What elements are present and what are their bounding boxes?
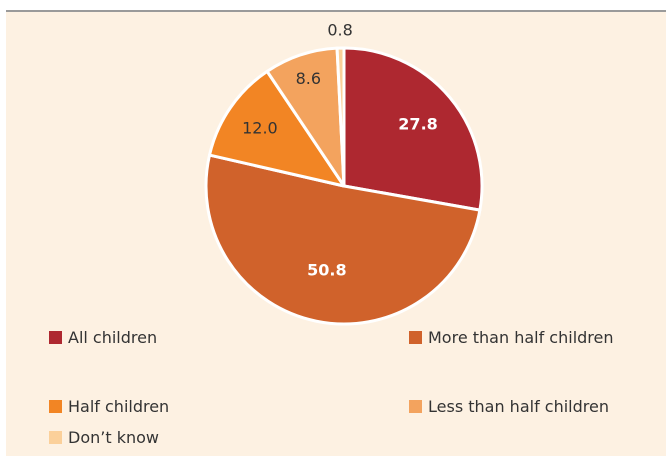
legend-swatch-dont-know <box>49 431 62 444</box>
legend-label-dont-know: Don’t know <box>68 428 159 447</box>
pie-slice-dont-know <box>335 46 346 188</box>
legend-item-less-than-half-children: Less than half children <box>409 397 609 416</box>
legend-label-all-children: All children <box>68 328 158 347</box>
legend-swatch-half-children <box>49 400 62 413</box>
legend-swatch-less-than-half-children <box>409 400 422 413</box>
data-label-less-than-half-children: 8.6 <box>296 69 321 88</box>
pie-slice-more-than-half-children <box>204 153 482 326</box>
legend-label-half-children: Half children <box>68 397 170 416</box>
data-label-dont-know: 0.8 <box>327 21 352 40</box>
pie-slice-all-children <box>342 46 484 212</box>
legend-label-less-than-half-children: Less than half children <box>428 397 609 416</box>
pie-slice-half-children <box>208 69 346 188</box>
data-label-more-than-half-children: 50.8 <box>307 260 346 279</box>
data-label-all-children: 27.8 <box>398 114 437 133</box>
legend-item-all-children: All children <box>49 328 157 347</box>
legend-item-more-than-half-children: More than half children <box>409 328 614 347</box>
legend-item-half-children: Half children <box>49 397 169 416</box>
legend-item-dont-know: Don’t know <box>49 428 159 447</box>
legend-label-more-than-half-children: More than half children <box>428 328 614 347</box>
legend-swatch-more-than-half-children <box>409 331 422 344</box>
data-label-half-children: 12.0 <box>242 119 278 138</box>
pie-slices <box>204 46 484 326</box>
legend-swatch-all-children <box>49 331 62 344</box>
